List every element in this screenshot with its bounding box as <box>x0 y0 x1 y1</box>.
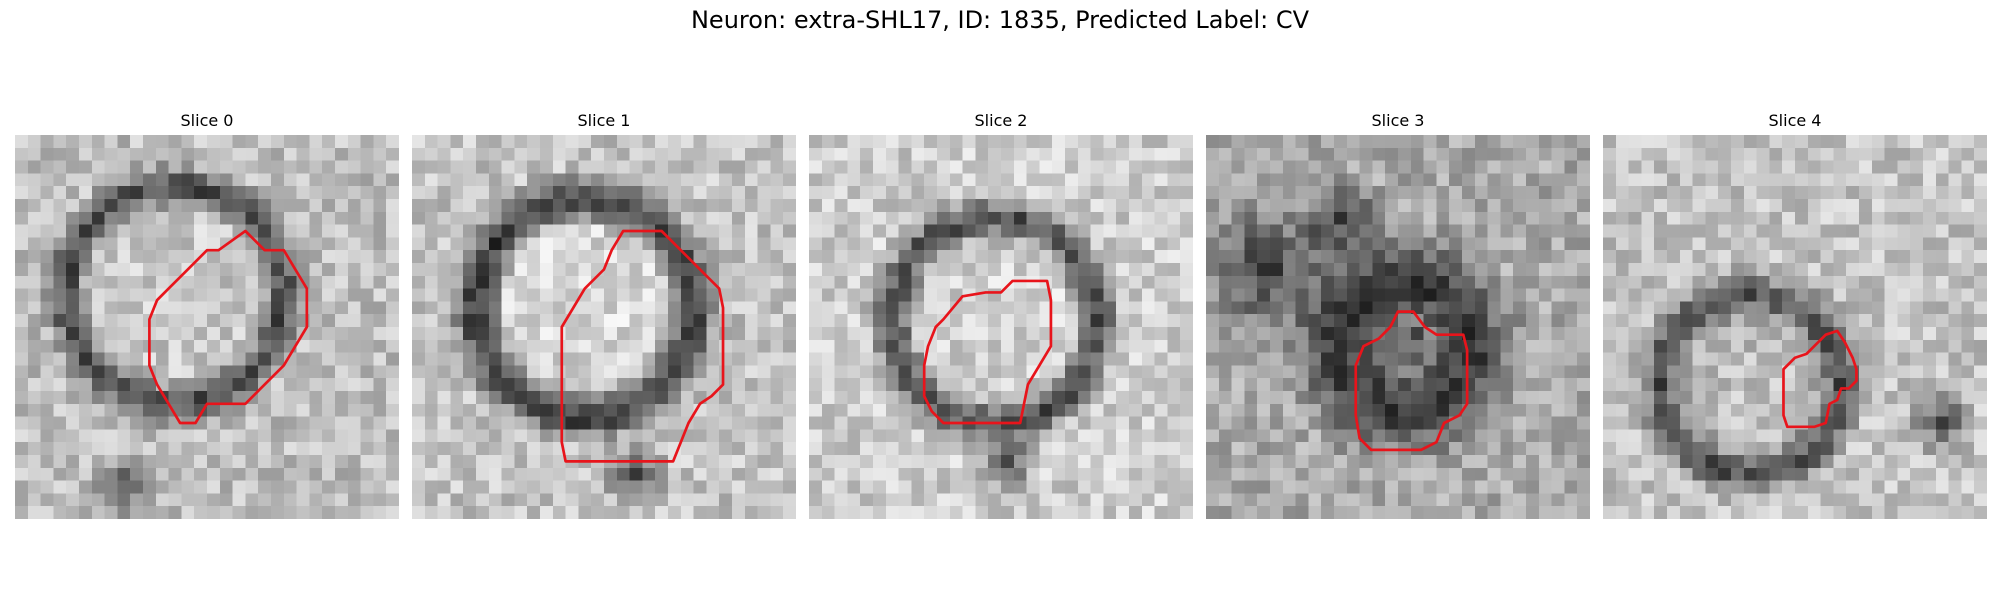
grayscale-slice-image <box>15 135 399 519</box>
grayscale-slice-image <box>1206 135 1590 519</box>
segmentation-contour <box>922 279 1053 425</box>
segmentation-contour <box>1354 310 1469 452</box>
segmentation-contour <box>148 229 309 425</box>
contour-overlay <box>922 279 1053 425</box>
grayscale-slice-image <box>412 135 796 519</box>
slice-image <box>15 135 399 519</box>
slice-title: Slice 0 <box>180 111 234 130</box>
grayscale-slice-image <box>1603 135 1987 519</box>
contour-overlay <box>1354 310 1469 452</box>
slice-title: Slice 1 <box>577 111 631 130</box>
slice-panel-2: Slice 2 <box>809 108 1193 519</box>
slice-panel-4: Slice 4 <box>1603 108 1987 519</box>
segmentation-contour <box>560 229 725 463</box>
grayscale-slice-image <box>809 135 1193 519</box>
slice-panel-0: Slice 0 <box>15 108 399 519</box>
slice-title: Slice 3 <box>1371 111 1425 130</box>
contour-overlay <box>148 229 309 425</box>
slice-title: Slice 4 <box>1768 111 1822 130</box>
slice-image <box>1603 135 1987 519</box>
slice-title: Slice 2 <box>974 111 1028 130</box>
contour-overlay <box>560 229 725 463</box>
slice-image <box>1206 135 1590 519</box>
slice-panel-3: Slice 3 <box>1206 108 1590 519</box>
slice-image <box>809 135 1193 519</box>
figure-title: Neuron: extra-SHL17, ID: 1835, Predicted… <box>690 6 1310 34</box>
slice-image <box>412 135 796 519</box>
slice-panel-1: Slice 1 <box>412 108 796 519</box>
contour-overlay <box>1782 329 1858 429</box>
segmentation-contour <box>1782 329 1858 429</box>
